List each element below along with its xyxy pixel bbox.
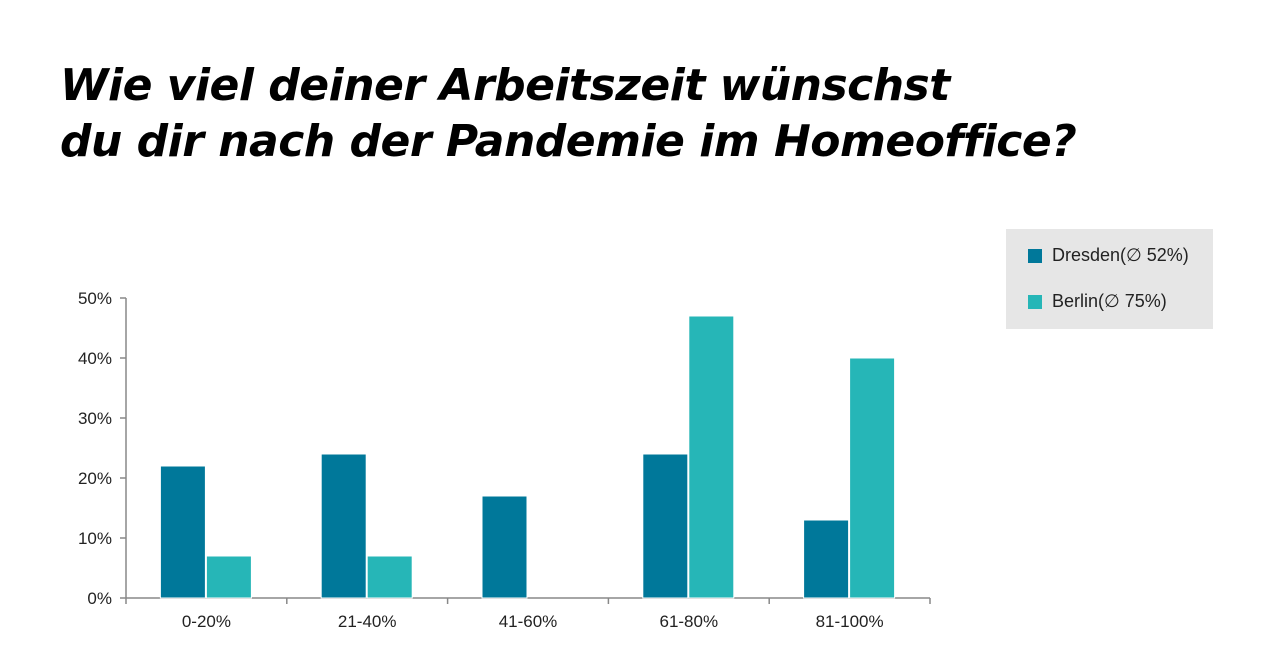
- bar-dresden: [320, 453, 367, 599]
- legend-label-berlin: Berlin(∅ 75%): [1052, 291, 1167, 311]
- y-tick-label: 30%: [78, 409, 112, 428]
- x-tick-label: 81-100%: [816, 612, 884, 631]
- bar-berlin: [366, 555, 413, 599]
- bar-berlin: [849, 357, 896, 599]
- bar-dresden: [159, 465, 206, 599]
- y-tick-label: 10%: [78, 529, 112, 548]
- x-tick-label: 41-60%: [499, 612, 558, 631]
- x-tick-label: 21-40%: [338, 612, 397, 631]
- legend-item-dresden: Dresden(∅ 52%): [1028, 245, 1189, 266]
- y-tick-label: 40%: [78, 349, 112, 368]
- x-tick-label: 61-80%: [659, 612, 718, 631]
- legend-label-dresden: Dresden(∅ 52%): [1052, 245, 1189, 265]
- chart-title: Wie viel deiner Arbeitszeit wünschst du …: [60, 58, 1160, 170]
- bar-berlin: [205, 555, 252, 599]
- x-tick-label: 0-20%: [182, 612, 231, 631]
- bar-dresden: [803, 519, 850, 599]
- legend: Dresden(∅ 52%) Berlin(∅ 75%): [1006, 229, 1213, 329]
- chart-title-line-2: du dir nach der Pandemie im Homeoffice?: [60, 116, 1077, 167]
- chart-title-line-1: Wie viel deiner Arbeitszeit wünschst: [60, 60, 950, 111]
- y-tick-label: 20%: [78, 469, 112, 488]
- bar-berlin: [688, 315, 735, 599]
- legend-swatch-berlin: [1028, 294, 1042, 309]
- y-tick-label: 0%: [87, 589, 112, 608]
- y-tick-label: 50%: [78, 289, 112, 308]
- bar-dresden: [642, 453, 689, 599]
- legend-item-berlin: Berlin(∅ 75%): [1028, 291, 1167, 312]
- bar-dresden: [481, 495, 528, 599]
- legend-swatch-dresden: [1028, 248, 1042, 263]
